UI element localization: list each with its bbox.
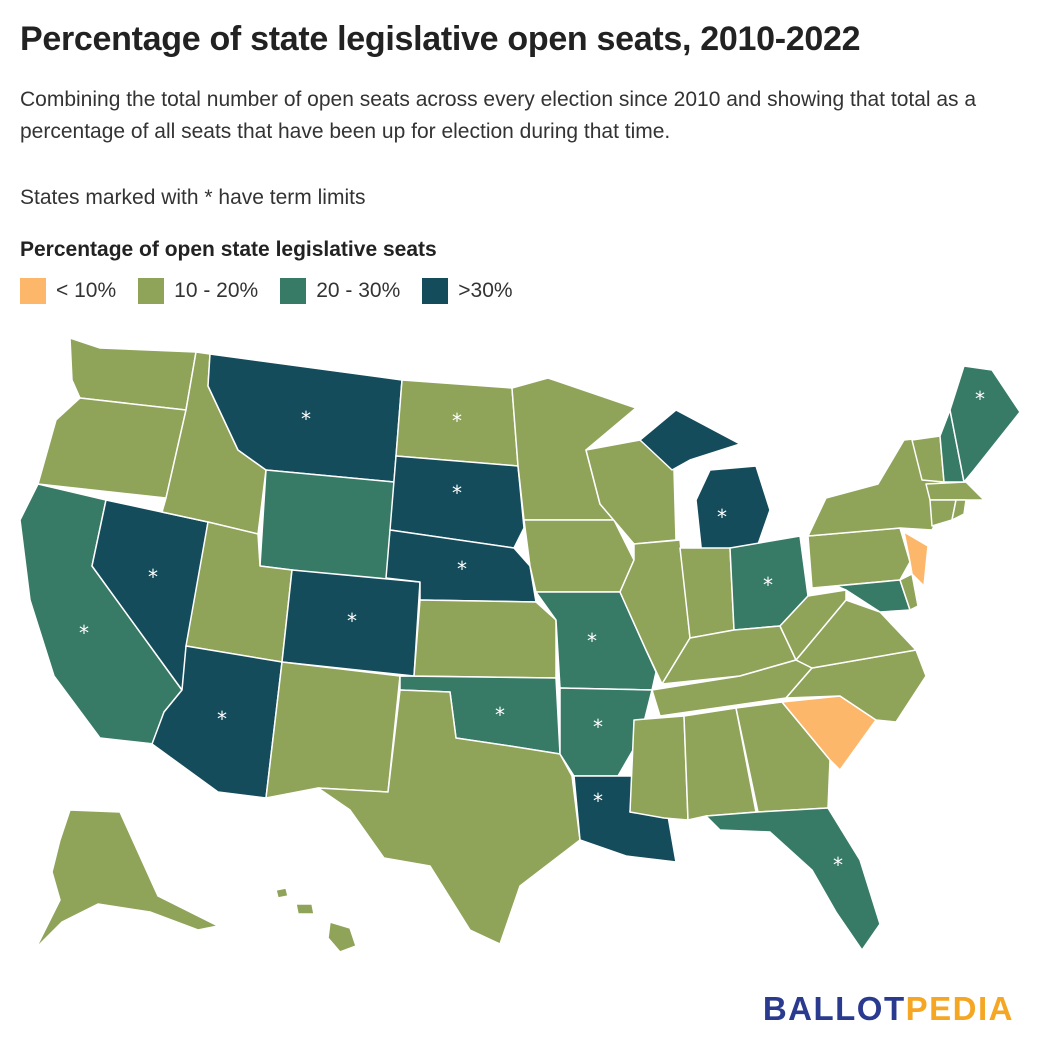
term-limit-marker-SD: * — [452, 481, 462, 505]
state-NM — [265, 661, 401, 799]
state-SD — [389, 455, 525, 549]
ballotpedia-logo: BALLOTPEDIA — [763, 990, 1014, 1028]
logo-part-ballot: BALLOT — [762, 990, 906, 1027]
term-limit-marker-MT: * — [301, 407, 311, 431]
state-KS — [413, 599, 557, 679]
legend-label-10-20: 10 - 20% — [174, 279, 259, 302]
legend-swatch-under-10 — [20, 278, 46, 304]
term-limits-note: States marked with * have term limits — [20, 186, 366, 209]
term-limit-marker-ND: * — [452, 409, 462, 433]
states-layer — [19, 337, 1021, 953]
state-MS — [629, 715, 689, 821]
state-TX — [317, 689, 581, 945]
legend-swatch-20-30 — [280, 278, 307, 304]
state-IN — [679, 547, 735, 639]
state-AK — [35, 809, 219, 949]
term-limit-marker-MO: * — [587, 629, 597, 653]
term-limit-marker-MI: * — [717, 505, 727, 529]
state-OR — [37, 397, 187, 499]
term-limit-marker-NE: * — [457, 557, 467, 581]
state-FL — [705, 807, 881, 951]
legend-swatch-over-30 — [422, 278, 449, 304]
logo-part-pedia: PEDIA — [905, 990, 1014, 1027]
state-IA — [523, 519, 635, 593]
state-HI — [275, 887, 357, 953]
term-limit-marker-LA: * — [593, 789, 603, 813]
legend-swatch-10-20 — [138, 278, 165, 304]
term-limit-marker-FL: * — [833, 853, 843, 877]
term-limit-marker-AZ: * — [217, 707, 227, 731]
state-RI — [951, 499, 967, 521]
legend-item-under-10: < 10% — [20, 278, 116, 304]
legend-item-10-20: 10 - 20% — [138, 278, 258, 304]
legend-label-over-30: >30% — [458, 279, 513, 302]
legend: < 10% 10 - 20% 20 - 30% >30% — [20, 278, 535, 304]
term-limit-markers: * * * * * * * * * * * * * * * * — [79, 387, 985, 877]
legend-item-20-30: 20 - 30% — [280, 278, 400, 304]
term-limit-marker-ME: * — [975, 387, 985, 411]
state-DE — [899, 573, 919, 611]
state-NJ — [903, 531, 929, 587]
state-CT — [929, 499, 957, 527]
state-MA — [925, 481, 985, 501]
term-limit-marker-OK: * — [495, 703, 505, 727]
legend-item-over-30: >30% — [422, 278, 513, 304]
state-WV — [779, 589, 847, 661]
legend-title: Percentage of open state legislative sea… — [20, 238, 437, 261]
term-limit-marker-CO: * — [347, 609, 357, 633]
legend-label-under-10: < 10% — [56, 279, 117, 302]
term-limit-marker-OH: * — [763, 573, 773, 597]
us-map: * * * * * * * * * * * * * * * * — [19, 337, 1021, 953]
term-limit-marker-NV: * — [148, 565, 158, 589]
legend-label-20-30: 20 - 30% — [316, 279, 401, 302]
state-ME — [949, 365, 1021, 483]
state-PA — [807, 527, 911, 589]
state-GA — [735, 701, 831, 813]
term-limit-marker-AR: * — [593, 715, 603, 739]
chart-subtitle: Combining the total number of open seats… — [20, 88, 977, 143]
state-WY — [259, 469, 395, 583]
state-MD — [835, 579, 911, 613]
term-limit-marker-CA: * — [79, 621, 89, 645]
chart-title: Percentage of state legislative open sea… — [20, 20, 861, 58]
